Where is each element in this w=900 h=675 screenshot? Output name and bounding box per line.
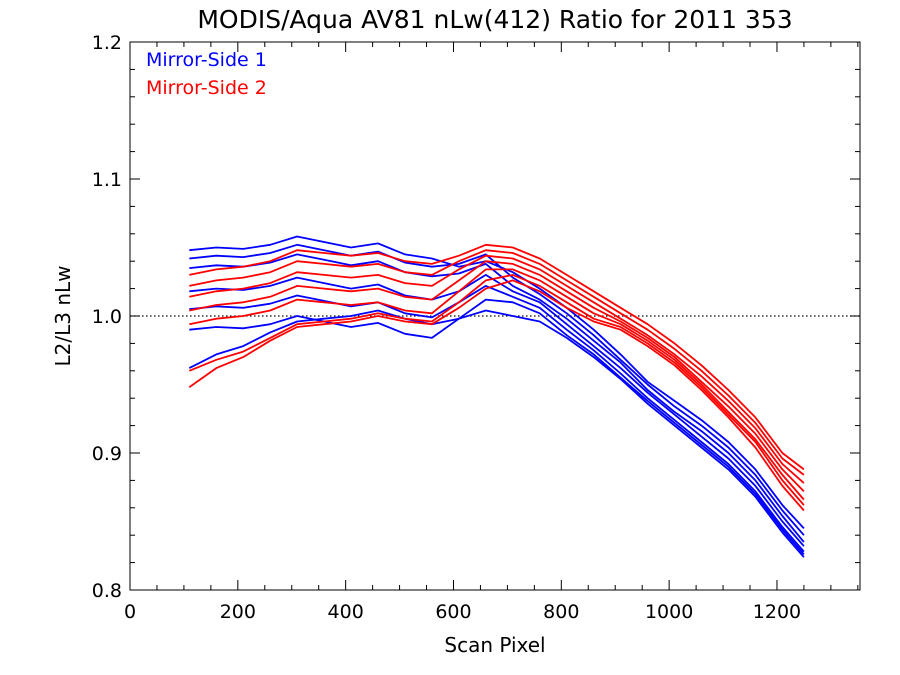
x-tick-label: 600 (435, 601, 471, 623)
y-tick-label: 1.2 (92, 32, 122, 54)
y-tick-label: 1.1 (92, 169, 122, 191)
series-line-2-1 (189, 243, 805, 471)
series-line-1-6 (189, 298, 805, 555)
x-tick-label: 1000 (645, 601, 693, 623)
series-line-2-2 (189, 249, 805, 476)
series-line-1-1 (189, 235, 805, 530)
y-tick-label: 0.9 (92, 443, 122, 465)
series-line-2-6 (188, 273, 805, 506)
series-line-2-7 (188, 279, 805, 512)
series-line-1-4 (189, 273, 805, 547)
x-tick-label: 800 (543, 601, 579, 623)
series-line-1-5 (189, 284, 805, 553)
x-tick-label: 1200 (753, 601, 801, 623)
series-line-2-4 (189, 260, 805, 493)
x-tick-label: 400 (328, 601, 364, 623)
series-line-1-3 (189, 253, 805, 543)
legend-item-mirror-side-2: Mirror-Side 2 (146, 77, 267, 99)
series-line-1-2 (189, 243, 805, 536)
y-tick-label: 1.0 (92, 306, 122, 328)
series-line-2-3 (189, 254, 805, 484)
legend-item-mirror-side-1: Mirror-Side 1 (146, 49, 267, 71)
series-line-2-5 (189, 268, 805, 501)
y-tick-label: 0.8 (92, 580, 122, 602)
series-layer (188, 235, 805, 558)
tick-layer: 0 200 400 600 800 1000 1200 0.8 0.9 1.0 1.1 1.2 (92, 32, 860, 623)
x-axis-title: Scan Pixel (444, 633, 545, 657)
x-tick-label: 200 (220, 601, 256, 623)
chart-title: MODIS/Aqua AV81 nLw(412) Ratio for 2011 … (197, 5, 792, 34)
y-axis-title: L2/L3 nLw (51, 265, 75, 366)
x-tick-label: 0 (124, 601, 136, 623)
series-line-1-7 (188, 309, 805, 558)
